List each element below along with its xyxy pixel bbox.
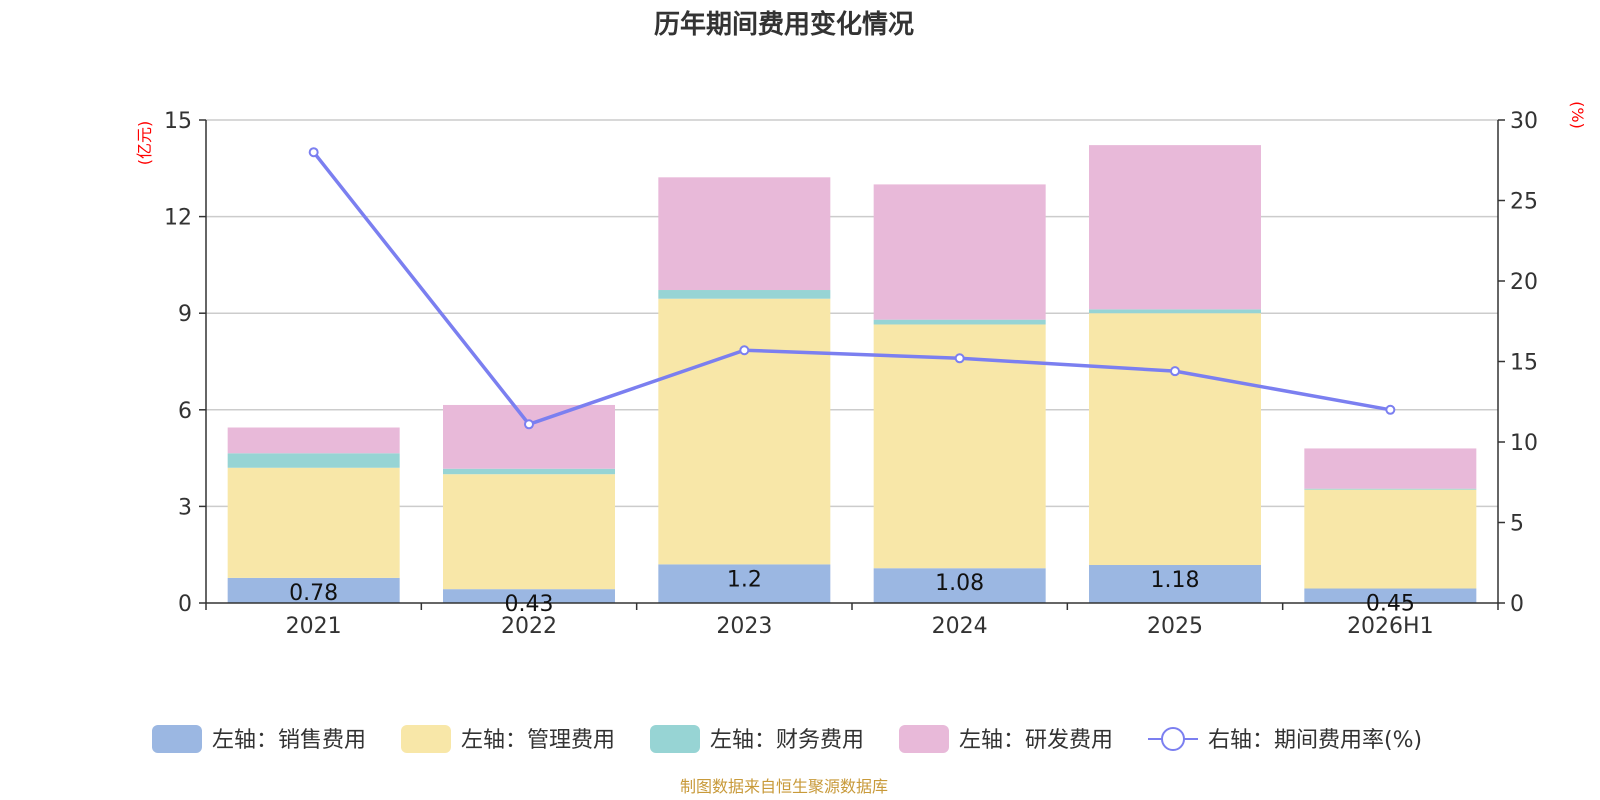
rate-point [1385, 404, 1396, 415]
chart-title: 历年期间费用变化情况 [654, 9, 914, 40]
x-axis-tick-label: 2021 [286, 614, 342, 639]
bar-segment [658, 177, 831, 291]
bar-segment [443, 474, 615, 590]
bar-segment [1304, 488, 1477, 490]
bar-segment [873, 319, 1046, 325]
x-axis-tick-label: 2025 [1147, 614, 1203, 639]
legend-swatch [650, 725, 700, 753]
bar-value-label: 1.18 [1151, 568, 1200, 593]
bar-segment [873, 324, 1046, 569]
rate-line-group [308, 147, 1396, 430]
legend-marker [1161, 727, 1185, 751]
rate-point [524, 419, 534, 430]
rate-point [739, 345, 750, 356]
right-axis-tick-label: 20 [1510, 270, 1538, 295]
x-axis-tick-label: 2023 [716, 614, 772, 639]
bar-segment [1089, 313, 1261, 566]
bar-segment [873, 568, 1046, 603]
bar-value-label: 1.08 [935, 571, 984, 596]
legend-label: 右轴：期间费用率(%) [1208, 728, 1422, 753]
legend-label: 左轴：销售费用 [212, 728, 366, 753]
legend-label: 左轴：财务费用 [710, 728, 864, 753]
left-axis-tick-label: 15 [164, 109, 192, 134]
x-axis-tick-label: 2022 [501, 614, 557, 639]
right-axis-tick-label: 15 [1510, 351, 1538, 376]
bar-segment [227, 453, 400, 468]
bar-value-label: 1.2 [727, 567, 762, 592]
legend: 左轴：销售费用 左轴：管理费用 左轴：财务费用 左轴：研发费用 右轴：期间费用率(%) [152, 725, 1422, 753]
legend-swatch [899, 725, 949, 753]
rate-line [312, 151, 1391, 427]
bar-segment [227, 427, 400, 454]
bar-segment [1089, 145, 1261, 310]
rate-point [954, 353, 965, 364]
bar-value-label: 0.78 [289, 581, 338, 606]
bar-value-label: 0.45 [1366, 592, 1415, 617]
bar-segment [873, 184, 1046, 320]
bar-labels-group: 0.78 0.43 1.2 1.08 1.18 0.45 [289, 567, 1415, 617]
bar-segment [1304, 448, 1477, 489]
bar-segment [1304, 588, 1477, 603]
right-axis-tick-label: 10 [1510, 431, 1538, 456]
legend-label: 左轴：研发费用 [959, 728, 1113, 753]
bar-value-label: 0.43 [505, 592, 554, 617]
bars-group [227, 145, 1477, 603]
legend-swatch [401, 725, 451, 753]
rate-point [1170, 366, 1180, 377]
x-axis-tick-label: 2026H1 [1347, 614, 1434, 639]
bar-segment [1304, 489, 1477, 589]
source-note: 制图数据来自恒生聚源数据库 [680, 777, 888, 796]
bar-segment [227, 467, 400, 578]
left-axis-tick-label: 3 [178, 495, 192, 520]
left-axis-tick-label: 6 [178, 399, 192, 424]
grid-lines [206, 119, 1498, 508]
bar-segment [658, 564, 831, 603]
bar-segment [1089, 309, 1261, 314]
bar-segment [227, 577, 400, 603]
legend-swatch [152, 725, 202, 753]
right-axis-tick-label: 5 [1510, 512, 1524, 537]
bar-segment [443, 589, 615, 603]
rate-point [308, 147, 319, 158]
bar-segment [658, 298, 831, 565]
bar-segment [443, 404, 615, 469]
left-axis-tick-label: 0 [178, 592, 192, 617]
x-axis-tick-label: 2024 [932, 614, 988, 639]
legend-label: 左轴：管理费用 [461, 728, 615, 753]
right-axis-tick-label: 30 [1510, 109, 1538, 134]
left-axis-tick-label: 9 [178, 302, 192, 327]
right-axis-tick-label: 0 [1510, 592, 1524, 617]
bar-segment [1089, 565, 1261, 603]
left-axis-tick-label: 12 [164, 206, 192, 231]
bar-segment [658, 290, 831, 299]
left-axis-unit: (亿元) [135, 121, 154, 166]
right-axis-tick-label: 25 [1510, 190, 1538, 215]
bar-segment [443, 468, 615, 475]
right-axis-unit: (%) [1568, 101, 1587, 129]
